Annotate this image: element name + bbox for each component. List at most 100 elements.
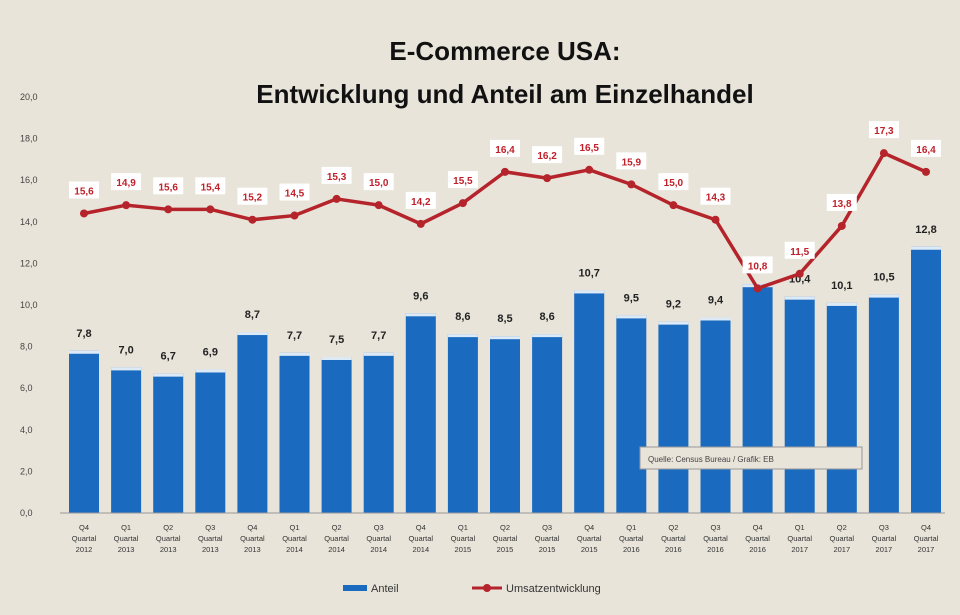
bar-series bbox=[69, 246, 941, 513]
line-value-label: 13,8 bbox=[832, 199, 852, 210]
x-tick-label: 2013 bbox=[160, 545, 177, 554]
bar bbox=[195, 369, 226, 513]
x-tick-label: Quartal bbox=[703, 534, 728, 543]
line-value-label: 15,6 bbox=[158, 182, 178, 193]
line-label-box bbox=[826, 193, 857, 211]
x-tick-label: 2013 bbox=[244, 545, 261, 554]
bar-top-highlight bbox=[911, 246, 941, 250]
bar bbox=[532, 334, 563, 513]
line-value-label: 16,4 bbox=[495, 145, 515, 156]
line-label-box bbox=[742, 256, 773, 274]
line-point bbox=[711, 215, 720, 224]
line-point bbox=[627, 180, 636, 189]
bar bbox=[826, 302, 857, 513]
line-value-label: 15,9 bbox=[622, 157, 642, 168]
bar-top-highlight bbox=[826, 302, 857, 306]
x-tick-label: 2017 bbox=[833, 545, 850, 554]
x-tick-label: Q4 bbox=[416, 523, 426, 532]
x-tick-label: Quartal bbox=[114, 534, 139, 543]
x-tick-label: 2015 bbox=[539, 545, 556, 554]
line-value-label: 15,5 bbox=[453, 176, 473, 187]
line-value-label: 16,5 bbox=[579, 143, 599, 154]
bar bbox=[911, 246, 941, 513]
line-point bbox=[122, 201, 131, 210]
bar-value-label: 7,5 bbox=[329, 334, 344, 346]
line-point bbox=[753, 284, 762, 293]
bar bbox=[237, 332, 268, 513]
x-tick-label: 2015 bbox=[497, 545, 514, 554]
y-tick-label: 14,0 bbox=[20, 217, 38, 227]
x-tick-label: Q4 bbox=[584, 523, 594, 532]
legend-marker-umsatz bbox=[483, 584, 491, 592]
line-point bbox=[332, 194, 341, 203]
y-tick-label: 20,0 bbox=[20, 92, 38, 102]
bar bbox=[363, 352, 394, 513]
line-label-box bbox=[405, 191, 436, 209]
bar-top-highlight bbox=[321, 357, 352, 360]
legend: Anteil Umsatzentwicklung bbox=[343, 583, 601, 595]
x-tick-label: 2017 bbox=[876, 545, 893, 554]
x-tick-label: 2016 bbox=[665, 545, 682, 554]
x-tick-label: Quartal bbox=[366, 534, 391, 543]
line-label-box bbox=[490, 139, 520, 157]
x-tick-label: Quartal bbox=[282, 534, 307, 543]
line-point bbox=[458, 199, 467, 208]
y-tick-label: 18,0 bbox=[20, 134, 38, 144]
line-value-label: 15,0 bbox=[369, 178, 389, 189]
x-tick-label: Q1 bbox=[458, 523, 468, 532]
bar-value-label: 7,0 bbox=[118, 344, 133, 356]
y-tick-label: 2,0 bbox=[20, 466, 33, 476]
line-value-label: 15,2 bbox=[243, 193, 263, 204]
x-tick-label: 2016 bbox=[623, 545, 640, 554]
x-tick-label: Q3 bbox=[879, 523, 889, 532]
y-tick-label: 6,0 bbox=[20, 383, 33, 393]
bar-top-highlight bbox=[700, 317, 731, 321]
legend-swatch-anteil bbox=[343, 585, 367, 591]
bar-top-highlight bbox=[532, 334, 563, 338]
x-axis: Q4 Quartal 2012 Q1 Quartal 2013 Q2 Quartal 2013 Q… bbox=[60, 512, 945, 554]
bar-value-label: 9,5 bbox=[624, 292, 639, 304]
line-point bbox=[585, 165, 594, 174]
line-point bbox=[922, 167, 930, 176]
x-tick-label: Quartal bbox=[829, 534, 854, 543]
line-point bbox=[206, 205, 215, 214]
bar-top-highlight bbox=[195, 369, 226, 373]
x-tick-label: 2015 bbox=[455, 545, 472, 554]
chart-title-line1: E-Commerce USA: bbox=[389, 36, 620, 66]
line-series bbox=[80, 149, 930, 293]
line-value-label: 14,3 bbox=[706, 193, 726, 204]
legend-label-umsatz: Umsatzentwicklung bbox=[506, 583, 601, 595]
source-note: Quelle: Census Bureau / Grafik: EB bbox=[639, 446, 863, 470]
x-tick-label: 2013 bbox=[118, 545, 135, 554]
bar bbox=[490, 336, 520, 513]
line-label-box bbox=[195, 177, 226, 195]
x-tick-label: 2014 bbox=[286, 545, 303, 554]
x-tick-label: Q1 bbox=[795, 523, 805, 532]
line-value-label: 14,2 bbox=[411, 197, 431, 208]
x-tick-label: 2016 bbox=[707, 545, 724, 554]
line-value-label: 10,8 bbox=[748, 261, 768, 272]
line-point bbox=[795, 269, 804, 278]
x-tick-label: Quartal bbox=[198, 534, 223, 543]
y-tick-label: 8,0 bbox=[20, 342, 33, 352]
x-tick-label: Quartal bbox=[408, 534, 433, 543]
bar bbox=[700, 317, 731, 513]
line-value-label: 17,3 bbox=[874, 126, 894, 137]
x-tick-label: Quartal bbox=[451, 534, 476, 543]
line-point bbox=[164, 205, 173, 214]
x-tick-label: Q2 bbox=[332, 523, 342, 532]
bar-value-label: 8,5 bbox=[497, 313, 512, 325]
bar bbox=[658, 321, 689, 513]
y-tick-label: 10,0 bbox=[20, 300, 38, 310]
bar bbox=[405, 313, 436, 513]
line-label-box bbox=[111, 173, 142, 191]
bar-value-label: 9,6 bbox=[413, 290, 428, 302]
x-tick-label: Quartal bbox=[661, 534, 686, 543]
line-label-box bbox=[363, 173, 394, 191]
y-axis: 0,0 2,0 4,0 6,0 8,0 10,0 12,0 14,0 16,0 18,0 20,0 bbox=[20, 92, 38, 518]
bar-top-highlight bbox=[784, 296, 815, 300]
line-point bbox=[669, 201, 678, 210]
x-tick-label: 2015 bbox=[581, 545, 598, 554]
x-tick-label: Q2 bbox=[500, 523, 510, 532]
x-tick-label: Quartal bbox=[535, 534, 560, 543]
